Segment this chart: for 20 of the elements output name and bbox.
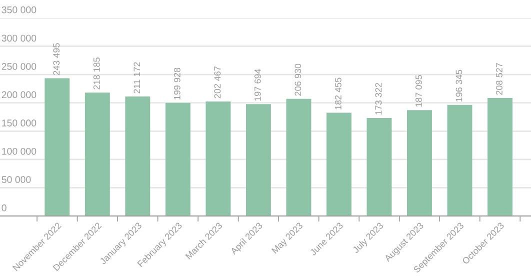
- y-tick-label: 150 000: [2, 120, 36, 126]
- data-label: 202 467: [214, 66, 221, 98]
- y-tick-label: 50 000: [2, 176, 31, 184]
- data-label: 182 455: [335, 78, 342, 110]
- y-tick-label: 350 000: [2, 6, 36, 14]
- data-label: 197 694: [254, 69, 261, 101]
- data-label: 218 185: [93, 58, 100, 90]
- data-label: 208 527: [496, 63, 502, 95]
- y-tick-label: 200 000: [2, 91, 36, 98]
- y-tick-label: 100 000: [2, 148, 36, 155]
- data-label: 173 322: [375, 82, 382, 114]
- data-label: 187 095: [416, 75, 422, 107]
- data-label: 199 928: [174, 68, 180, 100]
- y-tick-label: 300 000: [2, 34, 36, 42]
- y-tick-label: 250 000: [2, 62, 36, 70]
- y-tick-label: 0: [2, 204, 6, 212]
- data-label: 206 930: [294, 64, 302, 96]
- data-label: 211 172: [134, 62, 140, 94]
- data-label: 196 345: [456, 70, 462, 102]
- data-label: 243 495: [53, 43, 60, 76]
